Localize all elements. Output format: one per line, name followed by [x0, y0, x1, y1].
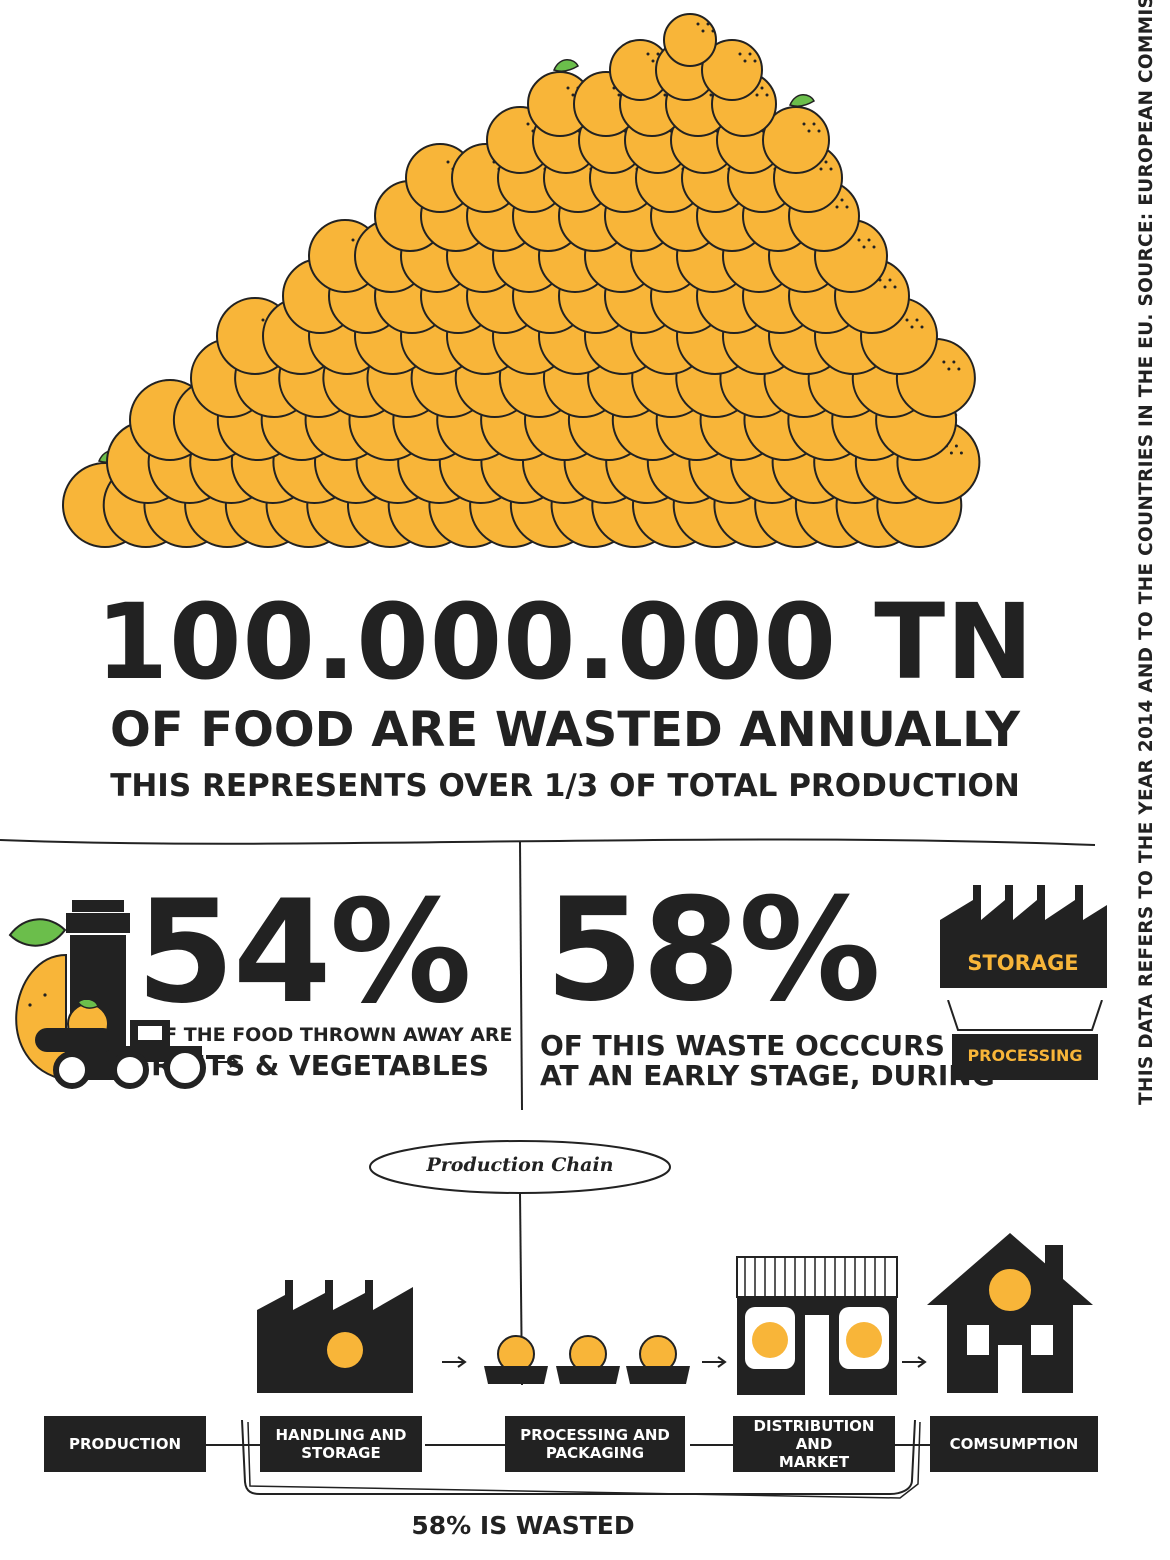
- divider-lines: [0, 838, 1096, 1111]
- processing-label: PROCESSING: [967, 1046, 1083, 1066]
- orange-fruit: [663, 13, 717, 67]
- wasted-label: 58% IS WASTED: [411, 1511, 635, 1540]
- chain-step-label-line1: DISTRIBUTION AND: [753, 1417, 875, 1453]
- chain-step-handling: HANDLING AND STORAGE: [260, 1416, 422, 1472]
- left-stat-caption-small: OF THE FOOD THROWN AWAY ARE: [148, 1024, 513, 1046]
- chain-step-distribution: DISTRIBUTION AND MARKET: [733, 1416, 895, 1472]
- arrow-4: [902, 1356, 927, 1368]
- chain-step-production: PRODUCTION: [44, 1416, 206, 1472]
- processing-tray-icon: [947, 1000, 1103, 1080]
- side-note: THIS DATA REFERS TO THE YEAR 2014 AND TO…: [1136, 0, 1157, 1105]
- factory-chain-icon: [257, 1280, 413, 1393]
- chain-step-consumption: COMSUMPTION: [930, 1416, 1098, 1472]
- chain-step-label: PRODUCTION: [68, 1435, 182, 1453]
- chain-step-processing: PROCESSING AND PACKAGING: [505, 1416, 685, 1472]
- chain-bubble-label: Production Chain: [426, 1154, 614, 1176]
- crates-icon: [484, 1335, 690, 1384]
- left-stat-percent: 54%: [136, 870, 472, 1035]
- chain-step-label: COMSUMPTION: [949, 1435, 1079, 1453]
- chain-step-label-line2: MARKET: [778, 1453, 850, 1471]
- headline-line1: OF FOOD ARE WASTED ANNUALLY: [109, 702, 1021, 758]
- headline-line2: THIS REPRESENTS OVER 1/3 OF TOTAL PRODUC…: [110, 768, 1020, 804]
- orange-pile-illustration: [62, 13, 981, 548]
- orange-fruit: [701, 39, 763, 101]
- arrow-1: [214, 1056, 239, 1068]
- headline-amount: 100.000.000 TN: [95, 581, 1035, 703]
- factory-icon: [940, 885, 1107, 988]
- storage-label: STORAGE: [967, 951, 1079, 976]
- chain-step-label-line1: HANDLING AND: [275, 1426, 407, 1444]
- chain-step-label-line1: PROCESSING AND: [520, 1426, 670, 1444]
- house-icon: [927, 1233, 1093, 1393]
- tractor-icon: [35, 1000, 206, 1089]
- arrow-2: [442, 1356, 467, 1368]
- chain-step-label-line2: PACKAGING: [545, 1444, 645, 1462]
- chain-step-label-line2: STORAGE: [301, 1444, 381, 1462]
- right-stat-percent: 58%: [545, 868, 881, 1033]
- right-stat-caption-line2: AT AN EARLY STAGE, DURING: [540, 1059, 995, 1092]
- market-stall-icon: [736, 1256, 898, 1395]
- orange-fruit: [762, 94, 830, 174]
- arrow-3: [702, 1356, 727, 1368]
- orange-fruit: [527, 59, 593, 137]
- right-stat-caption-line1: OF THIS WASTE OCCCURS: [540, 1029, 945, 1062]
- chain-connector-lines: [200, 1419, 930, 1499]
